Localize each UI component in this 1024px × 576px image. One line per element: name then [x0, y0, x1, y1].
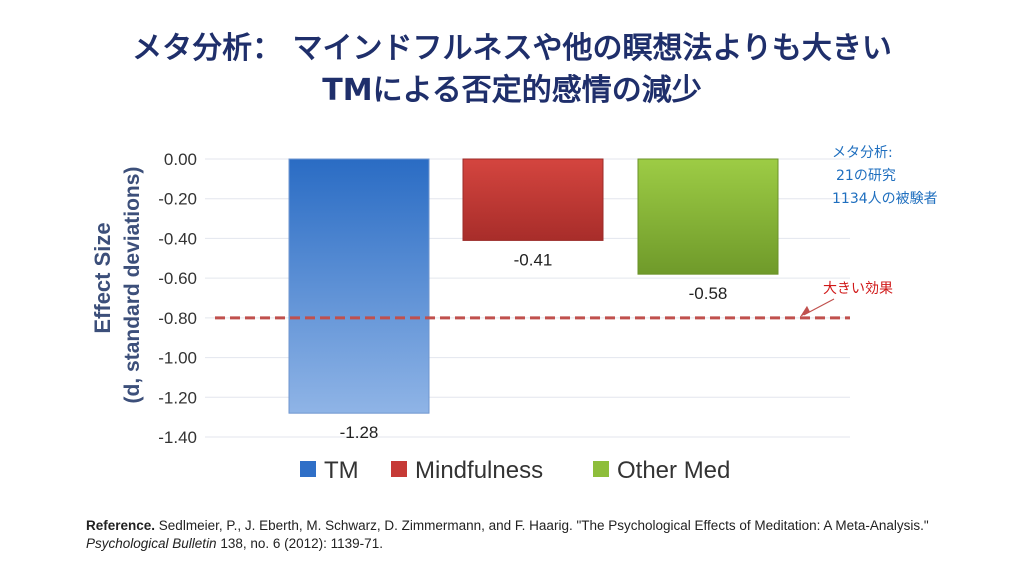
y-tick-label: -0.80 — [158, 309, 197, 328]
reference-authors-title: Sedlmeier, P., J. Eberth, M. Schwarz, D.… — [155, 518, 929, 533]
legend-label-other-med: Other Med — [617, 457, 730, 484]
y-axis-title-line-2: (d, standard deviations) — [121, 167, 144, 404]
legend: TM Mindfulness Other Med — [300, 457, 730, 484]
bar-tm — [288, 158, 430, 414]
bar-other-med — [637, 158, 779, 275]
y-tick-label: -1.00 — [158, 349, 197, 368]
reference-journal: Psychological Bulletin — [86, 536, 217, 551]
y-tick-label: 0.00 — [164, 150, 197, 169]
reference-volume-pages: 138, no. 6 (2012): 1139-71. — [216, 536, 383, 551]
legend-label-mindfulness: Mindfulness — [415, 457, 543, 484]
large-effect-arrowhead — [800, 305, 810, 317]
legend-swatch-mindfulness — [391, 461, 407, 477]
y-axis-ticks: 0.00 -0.20 -0.40 -0.60 -0.80 -1.00 -1.20 -1.40 — [158, 150, 197, 447]
data-label-mindfulness: -0.41 — [514, 250, 553, 269]
legend-swatch-tm — [300, 461, 316, 477]
legend-swatch-other-med — [593, 461, 609, 477]
data-labels: -1.28 -0.41 -0.58 — [340, 250, 728, 442]
legend-label-tm: TM — [324, 457, 359, 484]
reference-line-group: 大きい効果 — [215, 281, 893, 320]
bar-mindfulness — [462, 158, 604, 241]
meta-analysis-note-line-3: 1134人の被験者 — [832, 191, 938, 207]
chart-title-line-1: メタ分析： マインドフルネスや他の瞑想法よりも大きい — [132, 31, 892, 66]
data-label-other-med: -0.58 — [689, 284, 728, 303]
y-axis-title-line-1: Effect Size — [90, 222, 115, 333]
chart-title-line-2: TMによる否定的感情の減少 — [322, 73, 702, 108]
bars — [288, 158, 779, 414]
meta-analysis-note-line-1: メタ分析: — [832, 145, 893, 161]
reference-citation: Reference. Sedlmeier, P., J. Eberth, M. … — [86, 517, 986, 553]
y-tick-label: -0.20 — [158, 190, 197, 209]
y-tick-label: -0.40 — [158, 229, 197, 248]
meta-analysis-note-line-2: 21の研究 — [836, 168, 896, 184]
reference-label: Reference. — [86, 518, 156, 533]
large-effect-label: 大きい効果 — [823, 281, 893, 297]
y-tick-label: -1.20 — [158, 388, 197, 407]
y-tick-label: -1.40 — [158, 428, 197, 447]
data-label-tm: -1.28 — [340, 423, 379, 442]
y-tick-label: -0.60 — [158, 269, 197, 288]
